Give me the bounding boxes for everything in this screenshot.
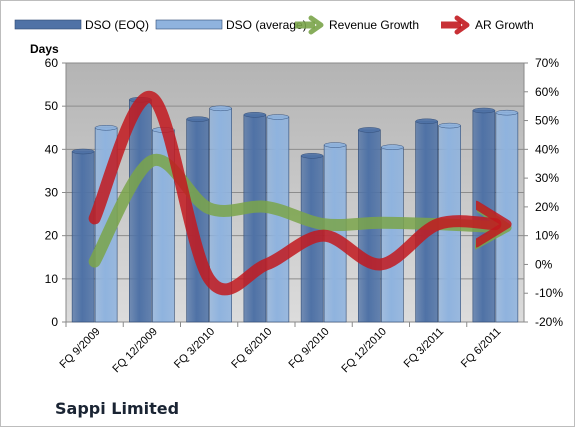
legend-dso-eoq--swatch [14, 19, 82, 30]
x-category-label: FQ 6/2011 [459, 326, 504, 371]
x-category-label: FQ 6/2010 [229, 326, 274, 371]
bar-top [438, 122, 461, 129]
left-tick-label: 60 [45, 56, 59, 70]
x-category-label: FQ 9/2010 [287, 326, 332, 371]
bar-top [71, 148, 95, 155]
legend-dso-eoq--label: DSO (EOQ) [85, 18, 149, 32]
bar-dso-eoq--3 [243, 114, 267, 323]
legend-ar-growth-arrowhead [454, 15, 470, 35]
bar-top [266, 114, 290, 120]
bar-top [415, 118, 438, 125]
right-tick-label: 10% [535, 229, 559, 243]
legend-revenue-growth-label: Revenue Growth [329, 18, 419, 32]
bar-top [323, 142, 347, 148]
legend-dso-average--label: DSO (average) [226, 18, 307, 32]
right-tick-label: 20% [535, 200, 559, 214]
x-category-label: FQ 3/2011 [402, 326, 447, 371]
bar-top [381, 144, 404, 150]
x-category-label: FQ 12/2010 [339, 326, 389, 376]
bar-top [186, 116, 209, 122]
bar-top [94, 125, 118, 131]
left-tick-label: 10 [45, 272, 59, 286]
right-tick-label: 50% [535, 114, 559, 128]
left-tick-label: 0 [51, 315, 58, 329]
left-tick-label: 30 [45, 186, 59, 200]
bar-dso-average--3 [266, 116, 290, 323]
right-tick-label: 70% [535, 56, 559, 70]
left-tick-label: 50 [45, 99, 59, 113]
bar-top [472, 107, 496, 114]
bar-dso-average--7 [495, 112, 519, 323]
right-tick-label: -10% [535, 286, 563, 300]
x-category-label: FQ 3/2010 [172, 326, 217, 371]
right-tick-label: 40% [535, 142, 559, 156]
left-tick-label: 20 [45, 229, 59, 243]
x-category-label: FQ 12/2009 [110, 326, 160, 376]
legend-revenue-growth-arrowhead [308, 15, 324, 35]
bar-top [243, 112, 267, 118]
bar-dso-eoq--1 [129, 99, 152, 323]
left-axis-title: Days [30, 42, 59, 56]
left-tick-label: 40 [45, 142, 59, 156]
bar-top [358, 127, 381, 133]
right-tick-label: 60% [535, 85, 559, 99]
bar-top [209, 105, 232, 112]
bar-top [495, 109, 519, 116]
bar-top [300, 153, 324, 159]
right-tick-label: 30% [535, 171, 559, 185]
right-tick-label: 0% [535, 257, 553, 271]
bar-dso-eoq--0 [71, 151, 95, 323]
right-tick-label: -20% [535, 315, 563, 329]
line-ar-growth [88, 91, 496, 296]
legend-ar-growth-label: AR Growth [475, 18, 534, 32]
company-title: Sappi Limited [55, 399, 180, 418]
x-category-label: FQ 9/2009 [58, 326, 103, 371]
bar-dso-average--5 [381, 146, 404, 323]
legend-dso-average--swatch [155, 19, 223, 30]
